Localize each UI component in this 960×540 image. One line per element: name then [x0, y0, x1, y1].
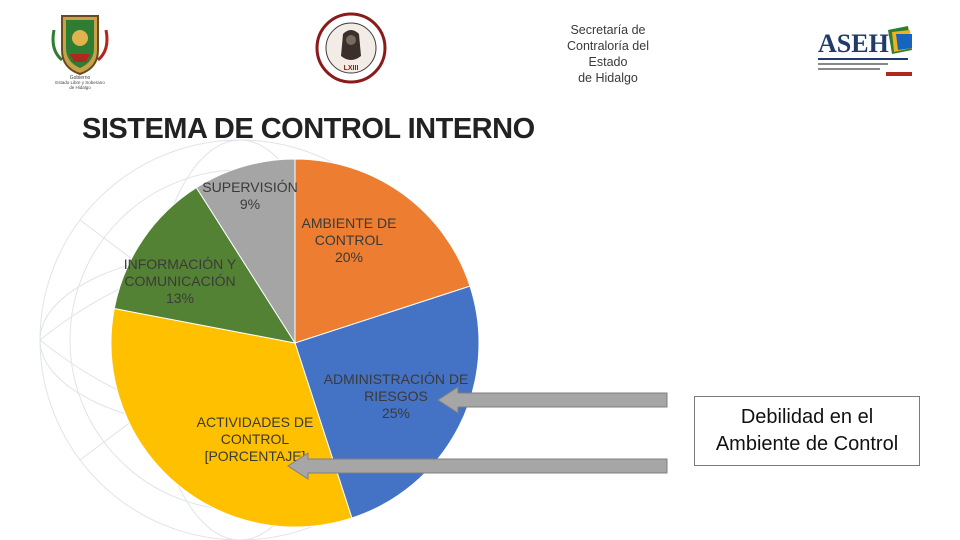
- slice-label-line: CONTROL: [315, 232, 384, 248]
- arrow-to-activities-label: [287, 452, 668, 480]
- slice-label-line: COMUNICACIÓN: [124, 273, 235, 289]
- pie-slice-actividades-de-control: [110, 307, 353, 528]
- contraloria-line2: Contraloría del Estado: [567, 39, 649, 69]
- slice-label-line: ACTIVIDADES DE: [197, 414, 314, 430]
- slice-label-line: 13%: [166, 290, 194, 306]
- slice-label-supervision: SUPERVISIÓN 9%: [202, 179, 297, 212]
- slice-label-informacion-y-comunicacion: INFORMACIÓN Y COMUNICACIÓN 13%: [124, 256, 237, 306]
- page-title: SISTEMA DE CONTROL INTERNO: [82, 113, 535, 145]
- left-logo-caption-line3: de Hidalgo: [69, 85, 91, 90]
- aseh-logo-text: ASEH: [818, 29, 889, 58]
- left-logo-caption-line2: Estado Libre y Soberano: [55, 80, 105, 85]
- contraloria-line1: Secretaría de: [570, 23, 646, 37]
- slice-label-administracion-de-riesgos: ADMINISTRACIÓN DE RIESGOS 25%: [324, 371, 469, 421]
- slice-label-line: INFORMACIÓN Y: [124, 256, 237, 272]
- slice-label-ambiente-de-control: AMBIENTE DE CONTROL 20%: [302, 215, 397, 265]
- slice-label-line: ADMINISTRACIÓN DE: [324, 371, 469, 387]
- congress-seal-logo: LXIII: [315, 12, 387, 84]
- pie-slice-informacion-y-comunicacion: [113, 186, 297, 344]
- slice-label-actividades-de-control: ACTIVIDADES DE CONTROL [PORCENTAJE]: [197, 414, 314, 464]
- callout-line2: Ambiente de Control: [715, 433, 899, 455]
- hidalgo-coat-of-arms-logo: Gobierno Estado Libre y Soberano de Hida…: [51, 15, 109, 90]
- slice-label-line: AMBIENTE DE: [302, 215, 397, 231]
- slice-label-line: [PORCENTAJE]: [205, 448, 306, 464]
- contraloria-line3: de Hidalgo: [578, 71, 638, 85]
- pie-slice-ambiente-de-control: [294, 158, 471, 344]
- slice-label-line: SUPERVISIÓN: [202, 179, 297, 195]
- arrow-to-risk-label: [437, 386, 668, 414]
- callout-arrows: [287, 386, 668, 480]
- contraloria-logo: Secretaría de Contraloría del Estado de …: [548, 22, 668, 86]
- aseh-logo: ASEH: [818, 26, 912, 76]
- pie-slice-supervision: [195, 158, 296, 345]
- callout-line1: Debilidad en el: [740, 406, 874, 428]
- callout-box: Debilidad en el Ambiente de Control: [694, 396, 920, 466]
- slice-label-line: CONTROL: [221, 431, 290, 447]
- slice-label-line: RIESGOS: [364, 388, 428, 404]
- slice-label-line: 9%: [240, 196, 260, 212]
- left-logo-caption-line1: Gobierno: [70, 75, 91, 81]
- slice-label-line: 20%: [335, 249, 363, 265]
- seal-caption: LXIII: [344, 65, 359, 72]
- slice-label-line: 25%: [382, 405, 410, 421]
